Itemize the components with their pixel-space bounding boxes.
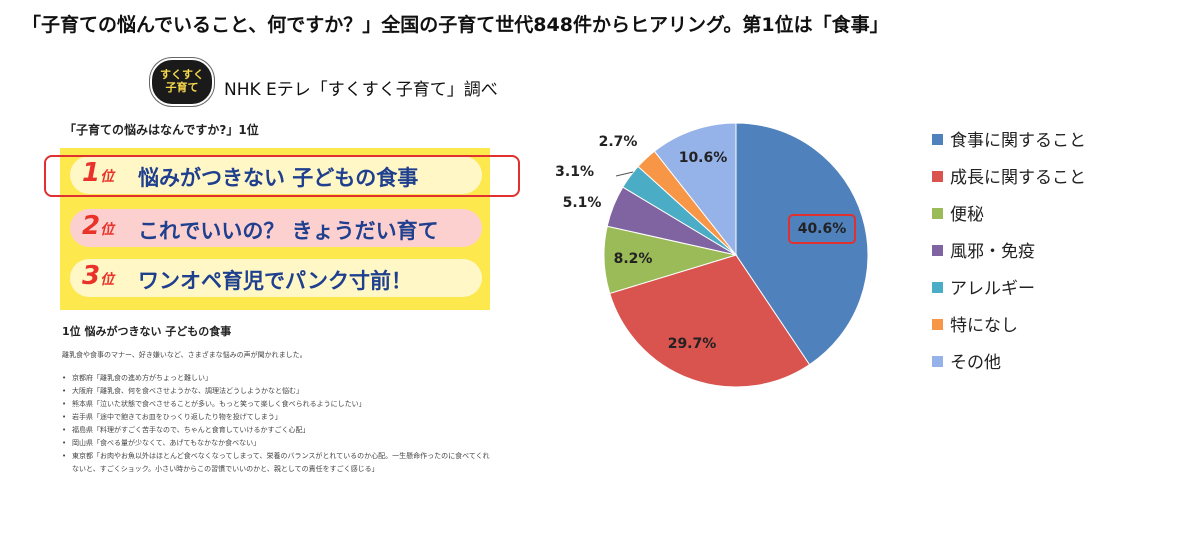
pie-value-label-5: 2.7% [599, 134, 638, 150]
pie-value-label-0: 40.6% [798, 221, 847, 237]
pie-value-label-2: 8.2% [614, 251, 653, 267]
chart-legend: 食事に関すること 成長に関すること 便秘 風邪・免疫 アレルギー 特になし その… [932, 126, 1086, 385]
survey-question: 「子育ての悩みはなんですか?」1位 [64, 123, 259, 137]
logo-line-2: 子育て [165, 81, 199, 94]
legend-item-5: 特になし [932, 311, 1086, 348]
legend-swatch [932, 281, 943, 293]
comment-item: 岡山県「食べる量が少なくて、あげてもなかなか食べない」 [62, 437, 492, 450]
rank-1-text: 悩みがつきない 子どもの食事 [138, 166, 419, 190]
section-intro: 離乳食や食事のマナー、好き嫌いなど、さまざまな悩みの声が聞かれました。 [62, 351, 307, 359]
headline: 「子育ての悩んでいること、何ですか？」全国の子育て世代848件からヒアリング。第… [22, 14, 889, 36]
sukusuku-logo: すくすく 子育て [150, 58, 214, 106]
highlight-frame [788, 214, 856, 244]
comment-item: 大阪府「離乳食、何を食べさせようかな、調理法どうしようかなと悩む」 [62, 385, 492, 398]
legend-swatch [932, 318, 943, 330]
legend-item-1: 成長に関すること [932, 163, 1086, 200]
legend-item-6: その他 [932, 348, 1086, 385]
pie-value-label-4: 3.1% [555, 164, 594, 180]
legend-item-0: 食事に関すること [932, 126, 1086, 163]
pie-leader-line-4 [615, 171, 634, 177]
legend-swatch [932, 170, 943, 182]
comment-item: 京都府「離乳食の進め方がちょっと難しい」 [62, 372, 492, 385]
pie-value-label-3: 5.1% [563, 195, 602, 211]
rank-3-banner: 3位 ワンオペ育児でパンク寸前！ [70, 259, 482, 297]
rank-2-text: これでいいの？ きょうだい育て [138, 219, 439, 243]
ranking-panel: 1位 悩みがつきない 子どもの食事 2位 これでいいの？ きょうだい育て 3位 … [60, 148, 490, 310]
comment-item: 福島県「料理がすごく苦手なので、ちゃんと食育していけるかすごく心配」 [62, 424, 492, 437]
rank-2-number: 2位 [82, 211, 115, 241]
comment-item: 熊本県「泣いた状態で食べさせることが多い。もっと笑って楽しく食べられるようにした… [62, 398, 492, 411]
comment-list: 京都府「離乳食の進め方がちょっと難しい」 大阪府「離乳食、何を食べさせようかな、… [62, 372, 492, 476]
legend-swatch [932, 207, 943, 219]
legend-swatch [932, 244, 943, 256]
pie-value-label-6: 10.6% [679, 150, 728, 166]
rank-3-text: ワンオペ育児でパンク寸前！ [138, 269, 413, 293]
comment-item: 岩手県「途中で飽きてお皿をひっくり返したり物を投げてしまう」 [62, 411, 492, 424]
source-credit: NHK Eテレ「すくすく子育て」調べ [224, 80, 498, 100]
rank-2-banner: 2位 これでいいの？ きょうだい育て [70, 209, 482, 247]
legend-swatch [932, 355, 943, 367]
legend-item-3: 風邪・免疫 [932, 237, 1086, 274]
legend-item-4: アレルギー [932, 274, 1086, 311]
legend-item-2: 便秘 [932, 200, 1086, 237]
pie-slice-6 [653, 122, 737, 257]
section-subheading: 1位 悩みがつきない 子どもの食事 [62, 325, 232, 338]
comment-item: 東京都「お肉やお魚以外はほとんど食べなくなってしまって、栄養のバランスがとれてい… [62, 450, 492, 476]
rank-3-number: 3位 [82, 261, 115, 291]
logo-line-1: すくすく [160, 68, 204, 81]
rank-1-number: 1位 [82, 158, 115, 188]
rank-1-banner: 1位 悩みがつきない 子どもの食事 [70, 156, 482, 194]
rank-1-highlight-frame [44, 155, 520, 197]
pie-value-label-1: 29.7% [668, 336, 717, 352]
legend-swatch [932, 133, 943, 145]
pie-slice-1 [609, 254, 811, 388]
